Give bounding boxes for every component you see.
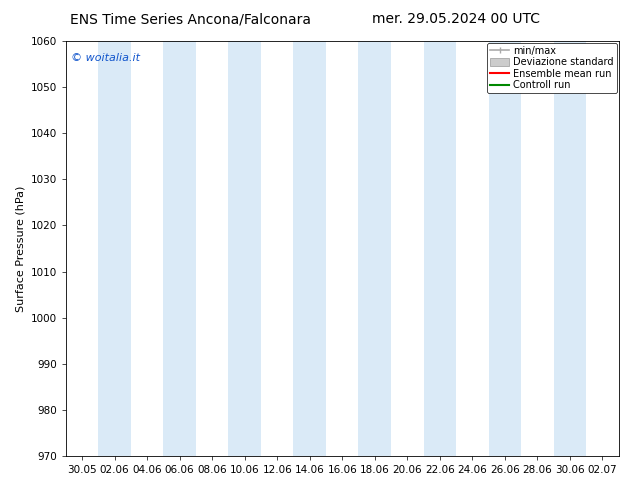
- Text: © woitalia.it: © woitalia.it: [72, 53, 140, 64]
- Bar: [228, 41, 261, 456]
- Text: ENS Time Series Ancona/Falconara: ENS Time Series Ancona/Falconara: [70, 12, 311, 26]
- Bar: [358, 41, 391, 456]
- Bar: [489, 41, 521, 456]
- Y-axis label: Surface Pressure (hPa): Surface Pressure (hPa): [15, 185, 25, 312]
- Bar: [553, 41, 586, 456]
- Bar: [294, 41, 326, 456]
- Text: mer. 29.05.2024 00 UTC: mer. 29.05.2024 00 UTC: [373, 12, 540, 26]
- Bar: [424, 41, 456, 456]
- Bar: [164, 41, 196, 456]
- Legend: min/max, Deviazione standard, Ensemble mean run, Controll run: min/max, Deviazione standard, Ensemble m…: [487, 43, 617, 93]
- Bar: [98, 41, 131, 456]
